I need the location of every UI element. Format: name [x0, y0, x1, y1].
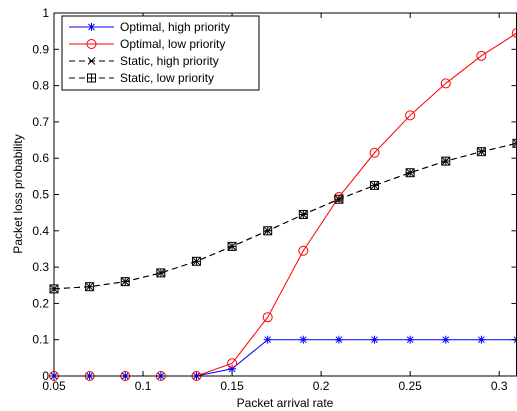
marker-stroke [406, 336, 414, 344]
data-point-static-low-priority [85, 282, 95, 292]
data-point-static-low-priority [263, 226, 273, 236]
data-point-static-low-priority [441, 156, 451, 166]
data-point-optimal-low-priority [440, 78, 451, 89]
data-point-static-low-priority [227, 241, 237, 251]
y-axis-label: Packet loss probability [11, 134, 25, 253]
legend-label-optimal-low-priority: Optimal, low priority [120, 37, 225, 51]
data-point-static-low-priority [370, 180, 380, 190]
y-tick-label: 0.9 [32, 42, 49, 56]
data-point-static-low-priority [191, 256, 201, 266]
data-point-optimal-low-priority [262, 312, 273, 323]
data-point-optimal-high-priority [477, 335, 486, 344]
data-point-optimal-high-priority [406, 335, 415, 344]
x-tick-label: 0.05 [42, 379, 66, 393]
data-point-optimal-high-priority [334, 335, 343, 344]
legend-marker-static-high-priority [87, 57, 96, 65]
data-point-optimal-low-priority [512, 27, 517, 38]
legend-marker-optimal-high-priority [87, 23, 96, 31]
data-point-static-low-priority [512, 138, 517, 148]
legend-marker-optimal-low-priority [86, 39, 97, 49]
marker-stroke [512, 27, 517, 38]
marker-stroke [264, 336, 272, 344]
data-point-optimal-low-priority [476, 50, 487, 61]
data-point-optimal-high-priority [299, 335, 308, 344]
marker-stroke [478, 336, 485, 344]
data-point-optimal-high-priority [228, 364, 237, 373]
marker-stroke [298, 245, 309, 256]
legend-marker-static-low-priority [87, 73, 96, 83]
y-tick-label: 0.5 [32, 188, 49, 202]
marker-stroke [440, 78, 451, 89]
marker-stroke [513, 336, 517, 341]
marker-stroke [87, 57, 96, 65]
data-point-static-low-priority [120, 277, 130, 287]
x-tick-label: 0.3 [491, 379, 508, 393]
x-tick-label: 0.15 [220, 379, 244, 393]
y-tick-label: 0.4 [32, 224, 49, 238]
data-point-static-low-priority [405, 168, 415, 178]
legend-label-static-low-priority: Static, low priority [120, 71, 214, 85]
marker-stroke [513, 338, 517, 344]
data-point-optimal-low-priority [405, 110, 416, 121]
marker-stroke [371, 336, 378, 344]
legend: Optimal, high priority Optimal, low prior… [61, 15, 260, 91]
x-tick-label: 0.2 [313, 379, 330, 393]
data-point-static-low-priority [334, 194, 344, 204]
y-tick-label: 0 [42, 369, 49, 383]
y-tick-label: 0.1 [32, 333, 49, 347]
y-tick-label: 0.6 [32, 151, 49, 165]
axes: 0 0.1 0.2 0.3 0.4 0.5 0.6 0.7 0.8 0.9 1 0.05 0.1 0.15… [32, 6, 517, 393]
data-point-static-low-priority [476, 147, 486, 157]
y-tick-label: 0.8 [32, 79, 49, 93]
legend-label-static-high-priority: Static, high priority [120, 54, 219, 68]
y-tick-label: 1 [42, 6, 49, 20]
marker-stroke [88, 23, 95, 31]
x-axis-label: Packet arrival rate [237, 396, 334, 410]
marker-stroke [405, 110, 416, 121]
marker-stroke [299, 336, 307, 344]
marker-stroke [513, 142, 517, 148]
x-tick-label: 0.25 [398, 379, 422, 393]
series-line-static-low-priority [53, 142, 517, 290]
y-tick-label: 0.2 [32, 296, 49, 310]
y-tick-label: 0.3 [32, 260, 49, 274]
data-point-optimal-low-priority [369, 147, 380, 158]
data-point-optimal-low-priority [298, 245, 309, 256]
data-point-static-low-priority [156, 268, 166, 278]
x-tick-label: 0.1 [135, 379, 152, 393]
marker-stroke [513, 139, 517, 145]
data-point-static-high-priority [513, 139, 517, 148]
marker-stroke [228, 365, 236, 373]
marker-stroke [369, 147, 380, 158]
data-point-optimal-high-priority [370, 335, 379, 344]
marker-stroke [442, 336, 450, 344]
legend-label-optimal-high-priority: Optimal, high priority [120, 20, 230, 34]
y-tick-label: 0.7 [32, 115, 49, 129]
marker-stroke [335, 336, 343, 344]
data-point-optimal-high-priority [263, 335, 272, 344]
marker-stroke [86, 39, 97, 49]
marker-stroke [476, 50, 487, 61]
data-point-optimal-high-priority [441, 335, 450, 344]
data-point-static-low-priority [298, 209, 308, 219]
marker-stroke [227, 358, 238, 369]
data-point-optimal-low-priority [227, 358, 238, 369]
marker-stroke [262, 312, 273, 323]
